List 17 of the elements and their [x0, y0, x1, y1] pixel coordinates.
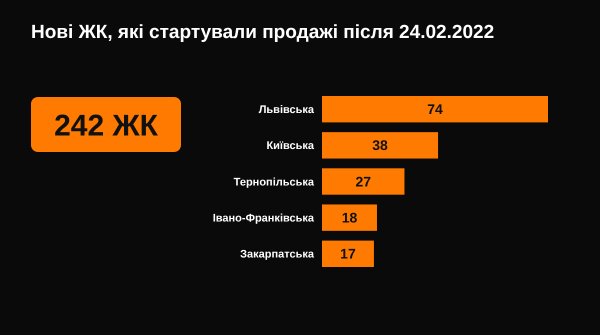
bar: [322, 204, 377, 231]
bar: [322, 96, 548, 122]
bar: [322, 168, 404, 195]
bar: [322, 240, 374, 267]
badge: 242 ЖК: [31, 97, 181, 152]
data-label: 17: [340, 246, 356, 262]
y-tick-label: Київська: [266, 140, 315, 152]
data-label: 18: [342, 210, 358, 226]
data-label: 38: [372, 137, 388, 154]
chart-title: Нові ЖК, які стартували продажі після 24.02.2022: [31, 22, 494, 43]
y-tick-label: Закарпатська: [240, 248, 315, 261]
y-tick-label: Львівська: [258, 104, 315, 116]
y-tick-label: Івано-Франківська: [212, 212, 315, 224]
y-tick-label: Тернопільська: [234, 176, 315, 188]
bar: [322, 132, 438, 159]
data-label: 74: [427, 101, 443, 118]
data-label: 27: [355, 173, 372, 190]
